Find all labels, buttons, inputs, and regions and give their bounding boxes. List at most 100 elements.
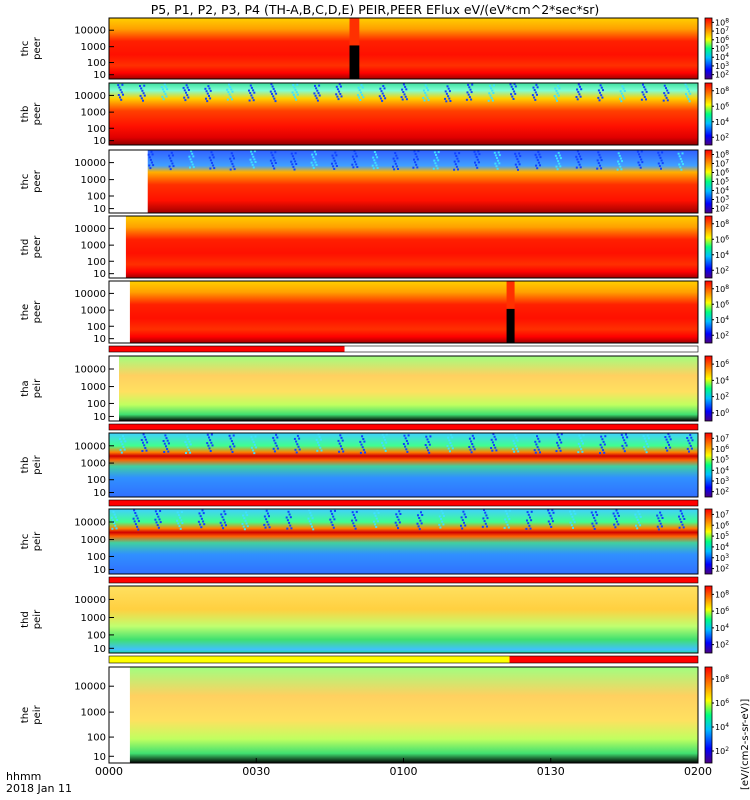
speckle [514,445,517,448]
speckle [659,156,662,159]
speckle [233,168,236,171]
speckle [250,435,253,438]
speckle [318,94,321,97]
speckle [442,523,445,526]
speckle [187,449,190,451]
speckle [206,433,209,436]
speckle [293,86,296,89]
speckle [233,157,235,160]
speckle [582,442,584,445]
speckle [449,442,452,444]
speckle [371,164,374,167]
speckle [645,98,647,101]
cbar-tick-label: 106 [715,606,729,616]
speckle [298,448,301,451]
speckle [422,89,425,92]
speckle [573,510,576,513]
speckle [273,97,276,100]
speckle [231,154,234,157]
speckle [493,84,495,87]
speckle [110,516,113,519]
speckle [209,159,212,162]
y-tick-label: 1000 [81,459,106,470]
colorbar [704,280,713,344]
speckle [666,89,669,92]
cbar-tick-label: 103 [715,195,729,205]
speckle [273,90,276,93]
speckle [253,452,256,455]
speckle [511,88,514,91]
speckle [296,93,299,96]
speckle [186,86,189,89]
y-tick-label: 10 [93,70,106,81]
speckle [404,445,407,448]
speckle [578,163,581,166]
cbar-tick-label: 103 [715,61,729,71]
speckle [418,528,421,531]
speckle [661,162,664,165]
y-tick-label: 1000 [81,108,106,119]
y-tick-label: 100 [87,475,106,486]
speckle [664,94,667,97]
speckle [643,86,646,89]
speckle [407,442,409,445]
speckle [373,512,376,515]
speckle [376,167,379,169]
speckle [507,515,510,518]
speckle [295,91,298,94]
speckle [333,167,336,170]
speckle [405,98,408,101]
speckle [678,163,681,166]
speckle [274,162,277,164]
speckle [603,451,606,454]
speckle [148,156,151,159]
speckle [462,510,465,513]
speckle [266,512,269,515]
speckle [184,441,187,444]
speckle [402,83,405,86]
speckle [318,444,321,447]
speckle [463,513,466,516]
speckle [381,441,384,444]
speckle [361,446,364,449]
speckle [159,510,162,512]
speckle [570,524,573,527]
speckle [600,446,603,449]
speckle [170,151,173,154]
speckle [334,151,337,154]
speckle [579,437,582,440]
speckle [682,163,684,166]
speckle [206,442,209,445]
speckle [332,526,335,529]
speckle [294,88,297,91]
speckle [460,524,462,527]
speckle [600,94,603,97]
speckle [497,151,500,154]
speckle [220,513,223,516]
speckle [221,516,224,519]
speckle [433,151,436,154]
speckle [307,517,310,520]
speckle [658,520,661,522]
speckle [559,165,562,168]
speckle [661,517,664,519]
speckle [551,520,554,523]
speckle [429,435,432,438]
speckle [208,87,211,90]
speckle [188,440,191,443]
speckle [356,166,359,168]
speckle [600,86,603,89]
speckle [341,447,344,450]
speckle [467,93,470,96]
speckle [647,445,650,448]
speckle [622,447,625,450]
y-axis-label: thc [20,174,31,190]
speckle [163,83,166,86]
speckle [578,93,581,96]
speckle [381,92,384,95]
speckle [250,446,253,449]
speckle [639,166,642,169]
speckle [603,443,606,446]
speckle [686,447,689,450]
speckle [248,99,251,102]
